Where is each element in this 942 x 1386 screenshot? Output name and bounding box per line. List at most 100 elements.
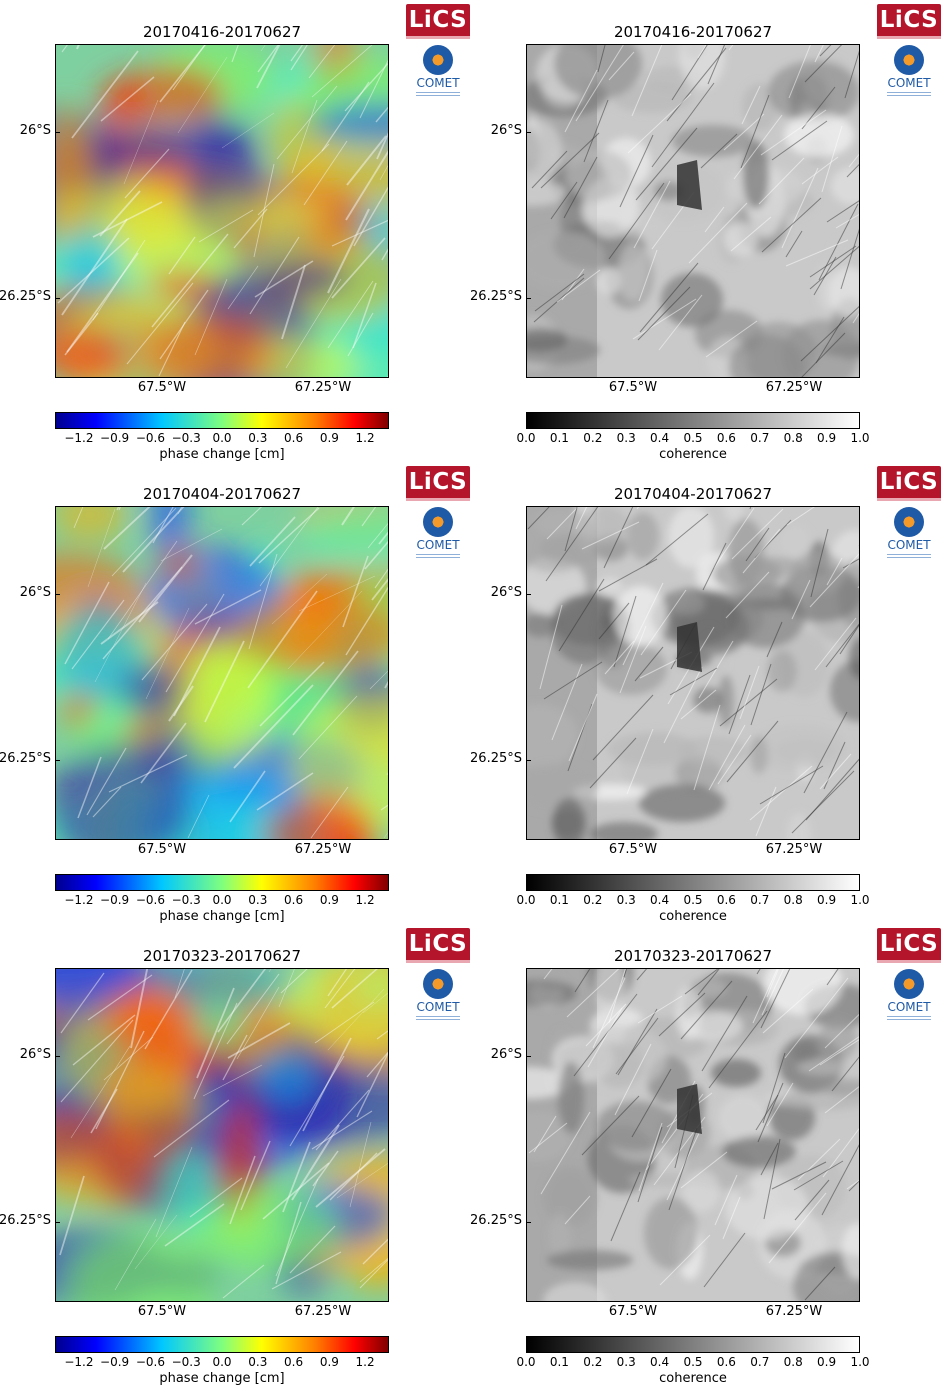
colorbar-label: coherence [659, 1371, 727, 1386]
colorbar-tick-label: 0.6 [716, 1355, 736, 1369]
y-tick-label: 26°S [490, 1047, 522, 1062]
colorbar-tick-label: 0.6 [284, 1355, 304, 1369]
colorbar-tick-label: 0.6 [284, 893, 304, 907]
colorbar-tick-label: 0.0 [212, 893, 232, 907]
colorbar-tick-label: 1.2 [355, 893, 375, 907]
colorbar-tick-label: 0.3 [616, 1355, 636, 1369]
colorbar-tick-label: 0.8 [783, 431, 803, 445]
lics-tagline [406, 36, 470, 39]
y-tick-mark [526, 1222, 531, 1223]
colorbar-tick-label: −1.2 [64, 1355, 94, 1369]
panel-title: 20170404-20170627 [142, 485, 302, 503]
comet-logo-text: COMET [887, 76, 931, 90]
colorbar-ticks: −1.2 −0.9 −0.6 −0.3 0.0 0.3 0.6 0.9 1.2 [55, 893, 389, 909]
y-tick-mark [55, 1056, 60, 1057]
colorbar-tick-label: 0.7 [750, 431, 770, 445]
colorbar-tick-label: 0.8 [783, 1355, 803, 1369]
y-tick-mark [55, 132, 60, 133]
phase-map [55, 506, 389, 840]
colorbar-tick-label: 0.9 [319, 431, 339, 445]
y-tick-mark [55, 594, 60, 595]
phase-map [55, 44, 389, 378]
lics-tagline [406, 960, 470, 963]
colorbar-tick-label: 0.6 [716, 431, 736, 445]
lics-logo: LiCS [877, 466, 941, 500]
x-tick-label: 67.25°W [294, 380, 352, 395]
lics-tagline [406, 498, 470, 501]
colorbar-tick-label: 1.2 [355, 431, 375, 445]
comet-fine-print [416, 554, 460, 560]
lics-comet-logo: LiCS COMET [877, 4, 941, 98]
colorbar-tick-label: 0.7 [750, 1355, 770, 1369]
lics-logo: LiCS [877, 928, 941, 962]
panel-p2: 20170404-20170627 26°S 26.25°S 67.5°W 67.25… [0, 462, 942, 924]
x-tick-label: 67.5°W [137, 842, 187, 857]
colorbar-tick-label: 0.9 [319, 1355, 339, 1369]
x-tick-label: 67.5°W [137, 1304, 187, 1319]
colorbar-tick-label: −0.9 [100, 1355, 130, 1369]
lics-comet-logo: LiCS COMET [406, 928, 470, 1022]
colorbar-ticks: 0.0 0.1 0.2 0.3 0.4 0.5 0.6 0.7 0.8 0.9 1.0 [516, 431, 869, 447]
colorbar-tick-label: 0.0 [212, 1355, 232, 1369]
comet-badge-icon [894, 969, 924, 999]
colorbar-tick-label: 1.0 [850, 893, 870, 907]
colorbar-tick-label: 0.3 [248, 431, 268, 445]
panel-title: 20170416-20170627 [142, 23, 302, 41]
coherence-map [526, 968, 860, 1302]
colorbar-tick-label: 0.0 [516, 893, 536, 907]
colorbar-tick-label: −0.9 [100, 893, 130, 907]
coherence-map [526, 44, 860, 378]
y-tick-mark [526, 760, 531, 761]
colorbar-tick-label: 0.3 [616, 431, 636, 445]
colorbar-tick-label: −0.6 [135, 893, 165, 907]
comet-logo-text: COMET [416, 1000, 460, 1014]
x-tick-label: 67.25°W [294, 842, 352, 857]
colorbar-tick-label: 0.9 [817, 893, 837, 907]
comet-fine-print [887, 1016, 931, 1022]
panel-p1: 20170416-20170627 26°S 26.25°S 67.5°W 67.25… [0, 0, 942, 462]
colorbar-tick-label: −0.3 [171, 893, 201, 907]
comet-logo-text: COMET [887, 538, 931, 552]
y-tick-label: 26.25°S [0, 751, 51, 766]
colorbar-tick-label: 0.2 [583, 1355, 603, 1369]
colorbar-tick-label: 0.4 [650, 431, 670, 445]
comet-fine-print [416, 1016, 460, 1022]
colorbar-tick-label: 0.6 [716, 893, 736, 907]
lics-tagline [877, 960, 941, 963]
colorbar-ticks: 0.0 0.1 0.2 0.3 0.4 0.5 0.6 0.7 0.8 0.9 1.0 [516, 893, 869, 909]
colorbar-tick-label: 0.8 [783, 893, 803, 907]
colorbar-tick-label: 0.5 [683, 893, 703, 907]
y-tick-label: 26.25°S [470, 289, 522, 304]
comet-logo-text: COMET [416, 76, 460, 90]
colorbar-tick-label: 0.3 [616, 893, 636, 907]
colorbar-tick-label: −0.6 [135, 431, 165, 445]
x-tick-label: 67.25°W [765, 842, 823, 857]
comet-logo-text: COMET [416, 538, 460, 552]
y-tick-mark [55, 760, 60, 761]
y-tick-mark [526, 1056, 531, 1057]
lics-tagline [877, 498, 941, 501]
x-tick-label: 67.25°W [765, 1304, 823, 1319]
panel-title: 20170416-20170627 [613, 23, 773, 41]
phase-colorbar [55, 412, 389, 429]
lics-comet-logo: LiCS COMET [877, 928, 941, 1022]
phase-map [55, 968, 389, 1302]
colorbar-ticks: −1.2 −0.9 −0.6 −0.3 0.0 0.3 0.6 0.9 1.2 [55, 1355, 389, 1371]
colorbar-tick-label: 0.0 [516, 1355, 536, 1369]
panel-c2: 20170404-20170627 26°S 26.25°S 67.5°W 67.25… [0, 462, 942, 924]
coherence-colorbar [526, 874, 860, 891]
lics-logo: LiCS [406, 466, 470, 500]
colorbar-tick-label: 0.4 [650, 893, 670, 907]
phase-colorbar [55, 874, 389, 891]
lics-logo: LiCS [406, 928, 470, 962]
colorbar-tick-label: 1.0 [850, 1355, 870, 1369]
lics-logo: LiCS [406, 4, 470, 38]
colorbar-ticks: 0.0 0.1 0.2 0.3 0.4 0.5 0.6 0.7 0.8 0.9 1.0 [516, 1355, 869, 1371]
panel-p3: 20170323-20170627 26°S 26.25°S 67.5°W 67.25… [0, 924, 942, 1386]
colorbar-label: phase change [cm] [159, 1371, 285, 1386]
colorbar-tick-label: 0.3 [248, 893, 268, 907]
colorbar-tick-label: 0.1 [549, 893, 569, 907]
colorbar-tick-label: 0.5 [683, 431, 703, 445]
lics-tagline [877, 36, 941, 39]
phase-colorbar [55, 1336, 389, 1353]
